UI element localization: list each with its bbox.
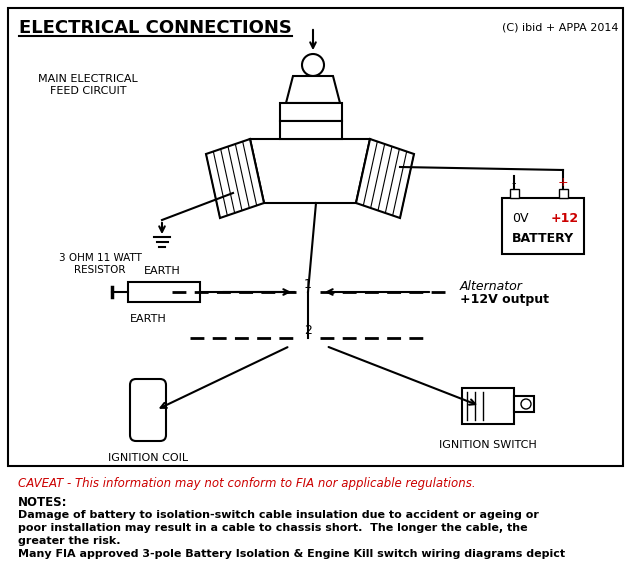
- Circle shape: [521, 399, 531, 409]
- Text: +12V output: +12V output: [460, 293, 549, 307]
- Bar: [462, 388, 514, 424]
- Text: MAIN ELECTRICAL
FEED CIRCUIT: MAIN ELECTRICAL FEED CIRCUIT: [38, 74, 138, 96]
- FancyBboxPatch shape: [130, 379, 166, 441]
- Text: BATTERY: BATTERY: [512, 231, 574, 245]
- Text: EARTH: EARTH: [130, 314, 167, 324]
- Bar: [514, 396, 534, 412]
- Bar: [128, 282, 200, 302]
- Circle shape: [302, 54, 324, 76]
- Text: poor installation may result in a cable to chassis short.  The longer the cable,: poor installation may result in a cable …: [18, 523, 528, 533]
- Text: NOTES:: NOTES:: [18, 496, 67, 509]
- Bar: [8, 8, 623, 466]
- Polygon shape: [356, 139, 414, 218]
- Text: CAVEAT - This information may not conform to FIA nor applicable regulations.: CAVEAT - This information may not confor…: [18, 477, 476, 490]
- Text: EARTH: EARTH: [144, 266, 181, 276]
- Text: 3 OHM 11 WATT
RESISTOR: 3 OHM 11 WATT RESISTOR: [59, 253, 141, 275]
- Text: 2: 2: [304, 324, 312, 336]
- Text: Damage of battery to isolation-switch cable insulation due to accident or ageing: Damage of battery to isolation-switch ca…: [18, 510, 539, 520]
- Text: -: -: [512, 178, 516, 190]
- Text: greater the risk.: greater the risk.: [18, 536, 120, 546]
- Bar: [280, 103, 342, 121]
- Text: +12: +12: [551, 211, 579, 225]
- Bar: [280, 121, 342, 139]
- Bar: [559, 189, 568, 198]
- Text: (C) ibid + APPA 2014: (C) ibid + APPA 2014: [502, 23, 618, 33]
- Polygon shape: [286, 76, 340, 103]
- Text: IGNITION COIL: IGNITION COIL: [108, 453, 188, 463]
- Bar: [502, 198, 584, 254]
- Text: 0V: 0V: [512, 211, 529, 225]
- Text: +: +: [558, 176, 569, 190]
- Polygon shape: [206, 139, 264, 218]
- Text: IGNITION SWITCH: IGNITION SWITCH: [439, 440, 537, 450]
- Text: 1: 1: [304, 277, 312, 291]
- Bar: [510, 189, 519, 198]
- Polygon shape: [250, 139, 370, 203]
- Text: Many FIA approved 3-pole Battery Isolation & Engine Kill switch wiring diagrams : Many FIA approved 3-pole Battery Isolati…: [18, 549, 565, 559]
- Text: ELECTRICAL CONNECTIONS: ELECTRICAL CONNECTIONS: [19, 19, 292, 37]
- Text: Alternator: Alternator: [460, 280, 523, 292]
